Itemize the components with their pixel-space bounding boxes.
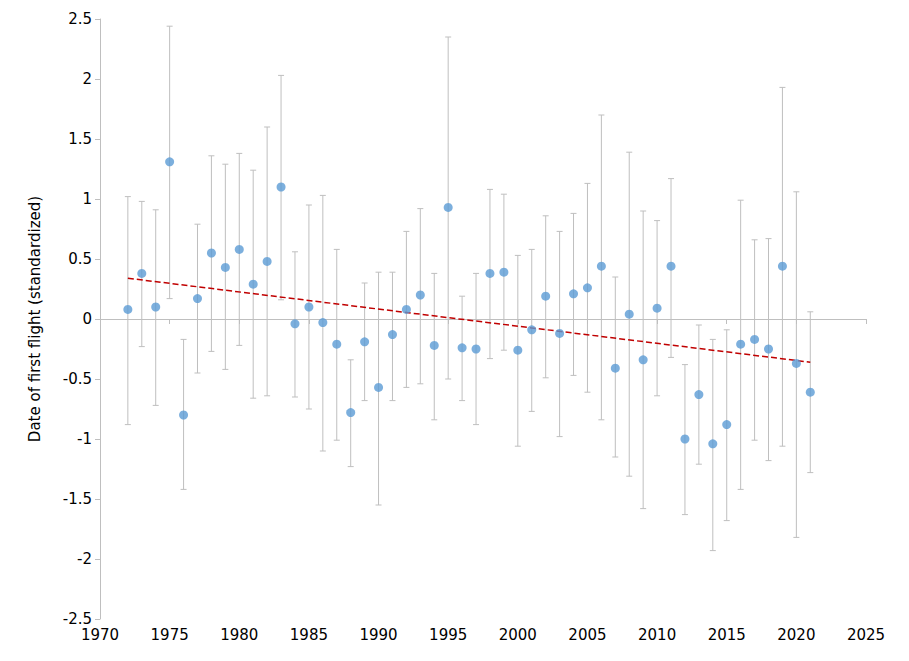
svg-text:2015: 2015 xyxy=(708,626,746,644)
svg-text:2005: 2005 xyxy=(568,626,606,644)
svg-text:-1: -1 xyxy=(77,430,92,448)
svg-text:1.5: 1.5 xyxy=(68,130,92,148)
svg-text:2020: 2020 xyxy=(777,626,815,644)
svg-text:2010: 2010 xyxy=(638,626,676,644)
svg-text:0.5: 0.5 xyxy=(68,250,92,268)
svg-text:-1.5: -1.5 xyxy=(63,490,92,508)
svg-text:2025: 2025 xyxy=(847,626,885,644)
svg-text:1985: 1985 xyxy=(290,626,328,644)
svg-text:1975: 1975 xyxy=(151,626,189,644)
svg-text:-0.5: -0.5 xyxy=(63,370,92,388)
svg-text:1980: 1980 xyxy=(220,626,258,644)
svg-text:2.5: 2.5 xyxy=(68,10,92,28)
svg-text:-2: -2 xyxy=(77,550,92,568)
svg-text:1: 1 xyxy=(82,190,92,208)
svg-text:1990: 1990 xyxy=(359,626,397,644)
svg-text:-2.5: -2.5 xyxy=(62,610,92,628)
svg-text:Date of first flight (standard: Date of first flight (standardized) xyxy=(26,196,44,442)
svg-text:1995: 1995 xyxy=(429,626,467,644)
svg-text:2: 2 xyxy=(82,70,92,88)
svg-text:2000: 2000 xyxy=(499,626,537,644)
svg-text:0: 0 xyxy=(82,310,92,328)
svg-text:1970: 1970 xyxy=(81,626,119,644)
